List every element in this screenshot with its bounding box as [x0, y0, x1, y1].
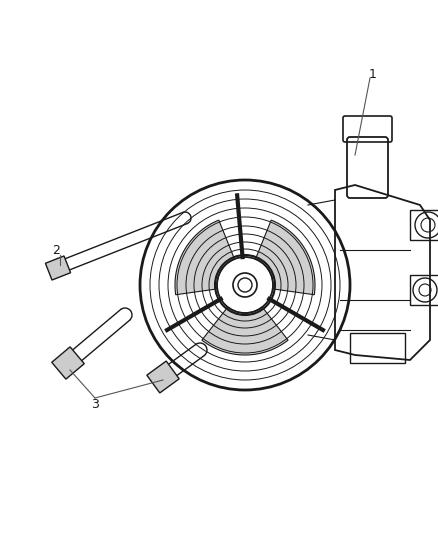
Text: 1: 1 [369, 68, 377, 80]
Polygon shape [46, 256, 71, 280]
Polygon shape [175, 220, 234, 295]
Text: 2: 2 [52, 244, 60, 256]
Polygon shape [202, 307, 288, 355]
Polygon shape [52, 347, 84, 379]
Polygon shape [147, 361, 179, 393]
Polygon shape [255, 220, 315, 295]
Text: 3: 3 [91, 399, 99, 411]
